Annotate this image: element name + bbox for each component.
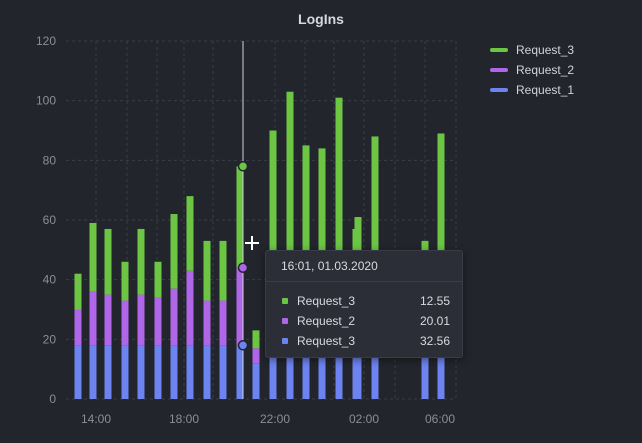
bar-segment-request-3 — [121, 261, 129, 301]
bar-segment-request-3 — [302, 145, 310, 283]
bar-segment-request-2 — [203, 300, 211, 346]
bar-segment-request-3 — [154, 261, 162, 298]
tooltip-dot — [282, 318, 288, 324]
legend-item-request-3[interactable]: Request_3 — [490, 40, 574, 60]
bar-segment-request-3 — [269, 130, 277, 295]
legend-label: Request_2 — [516, 63, 575, 77]
chart-title: LogIns — [298, 11, 344, 27]
y-tick-label: 80 — [43, 153, 57, 167]
tooltip-header: 16:01, 01.03.2020 — [266, 251, 462, 282]
tooltip-series-name: Request_2 — [297, 314, 356, 328]
bar-segment-request-1 — [121, 345, 129, 399]
x-tick-label: 06:00 — [425, 412, 455, 426]
bar-segment-request-3 — [437, 133, 445, 346]
bar-segment-request-3 — [371, 136, 379, 346]
bar-segment-request-2 — [104, 294, 112, 346]
bar-segment-request-2 — [137, 294, 145, 346]
bar-segment-request-1 — [252, 363, 260, 399]
bar-segment-request-1 — [371, 345, 379, 399]
bar-segment-request-2 — [236, 267, 244, 346]
bar-segment-request-3 — [137, 228, 145, 295]
bar-segment-request-3 — [186, 196, 194, 271]
bar-segment-request-1 — [104, 345, 112, 399]
bar-segment-request-3 — [286, 91, 294, 286]
bar-segment-request-3 — [170, 214, 178, 289]
bar-segment-request-1 — [170, 345, 178, 399]
bar-segment-request-3 — [74, 273, 82, 310]
tooltip-series-name: Request_3 — [297, 334, 356, 348]
bar-segment-request-1 — [186, 345, 194, 399]
hover-marker — [237, 161, 249, 172]
bar-segment-request-3 — [203, 240, 211, 301]
tooltip-value: 20.01 — [419, 314, 450, 328]
bar-segment-request-3 — [252, 330, 260, 349]
y-tick-label: 100 — [36, 94, 56, 108]
x-tick-label: 18:00 — [169, 412, 199, 426]
bar-segment-request-1 — [318, 351, 326, 399]
bar-segment-request-3 — [236, 166, 244, 268]
tooltip-row: Request_3 12.55 — [266, 291, 462, 311]
x-tick-label: 02:00 — [349, 412, 379, 426]
y-tick-label: 120 — [36, 34, 56, 48]
legend-swatch — [490, 48, 508, 52]
bar-segment-request-2 — [74, 309, 82, 346]
bar-segment-request-2 — [154, 297, 162, 346]
tooltip-dot — [282, 298, 288, 304]
tooltip-row: Request_2 20.01 — [266, 311, 462, 331]
bar-segment-request-1 — [154, 345, 162, 399]
legend-swatch — [490, 88, 508, 92]
bar-segment-request-1 — [302, 351, 310, 399]
bar-segment-request-3 — [219, 240, 227, 301]
bar-segment-request-1 — [335, 351, 343, 399]
legend-item-request-2[interactable]: Request_2 — [490, 60, 574, 80]
y-tick-label: 0 — [49, 392, 56, 406]
y-tick-label: 20 — [43, 332, 57, 346]
bar-segment-request-1 — [137, 345, 145, 399]
tooltip-dot — [282, 338, 288, 344]
legend: Request_3 Request_2 Request_1 — [490, 40, 574, 100]
bar-segment-request-1 — [421, 345, 429, 399]
y-tick-label: 40 — [43, 273, 57, 287]
hover-marker — [237, 262, 249, 273]
bar-segment-request-1 — [236, 345, 244, 399]
bar-segment-request-2 — [170, 288, 178, 346]
bar-segment-request-1 — [437, 345, 445, 399]
y-tick-label: 60 — [43, 213, 57, 227]
bar-segment-request-2 — [252, 348, 260, 364]
bar-segment-request-2 — [121, 300, 129, 346]
bar-segment-request-1 — [74, 345, 82, 399]
bar-segment-request-1 — [89, 345, 97, 399]
bar-segment-request-1 — [269, 354, 277, 399]
tooltip-value: 12.55 — [419, 294, 450, 308]
bar-segment-request-3 — [335, 97, 343, 286]
bar-segment-request-1 — [219, 345, 227, 399]
bar-segment-request-2 — [89, 291, 97, 346]
bar-segment-request-3 — [104, 228, 112, 295]
bar-segment-request-2 — [186, 270, 194, 346]
hover-marker — [237, 340, 249, 351]
bar-segment-request-1 — [354, 345, 362, 399]
legend-label: Request_3 — [516, 43, 575, 57]
tooltip: 16:01, 01.03.2020 Request_3 12.55 Reques… — [265, 250, 463, 358]
bar-segment-request-2 — [219, 300, 227, 346]
tooltip-row: Request_3 32.56 — [266, 331, 462, 351]
x-tick-label: 14:00 — [81, 412, 111, 426]
legend-swatch — [490, 68, 508, 72]
bar-segment-request-1 — [203, 345, 211, 399]
tooltip-value: 32.56 — [419, 334, 450, 348]
bar-segment-request-3 — [89, 222, 97, 292]
tooltip-series-name: Request_3 — [297, 294, 356, 308]
legend-label: Request_1 — [516, 83, 575, 97]
bar-segment-request-3 — [318, 148, 326, 292]
x-tick-label: 22:00 — [260, 412, 290, 426]
legend-item-request-1[interactable]: Request_1 — [490, 80, 574, 100]
bar-segment-request-1 — [286, 351, 294, 399]
